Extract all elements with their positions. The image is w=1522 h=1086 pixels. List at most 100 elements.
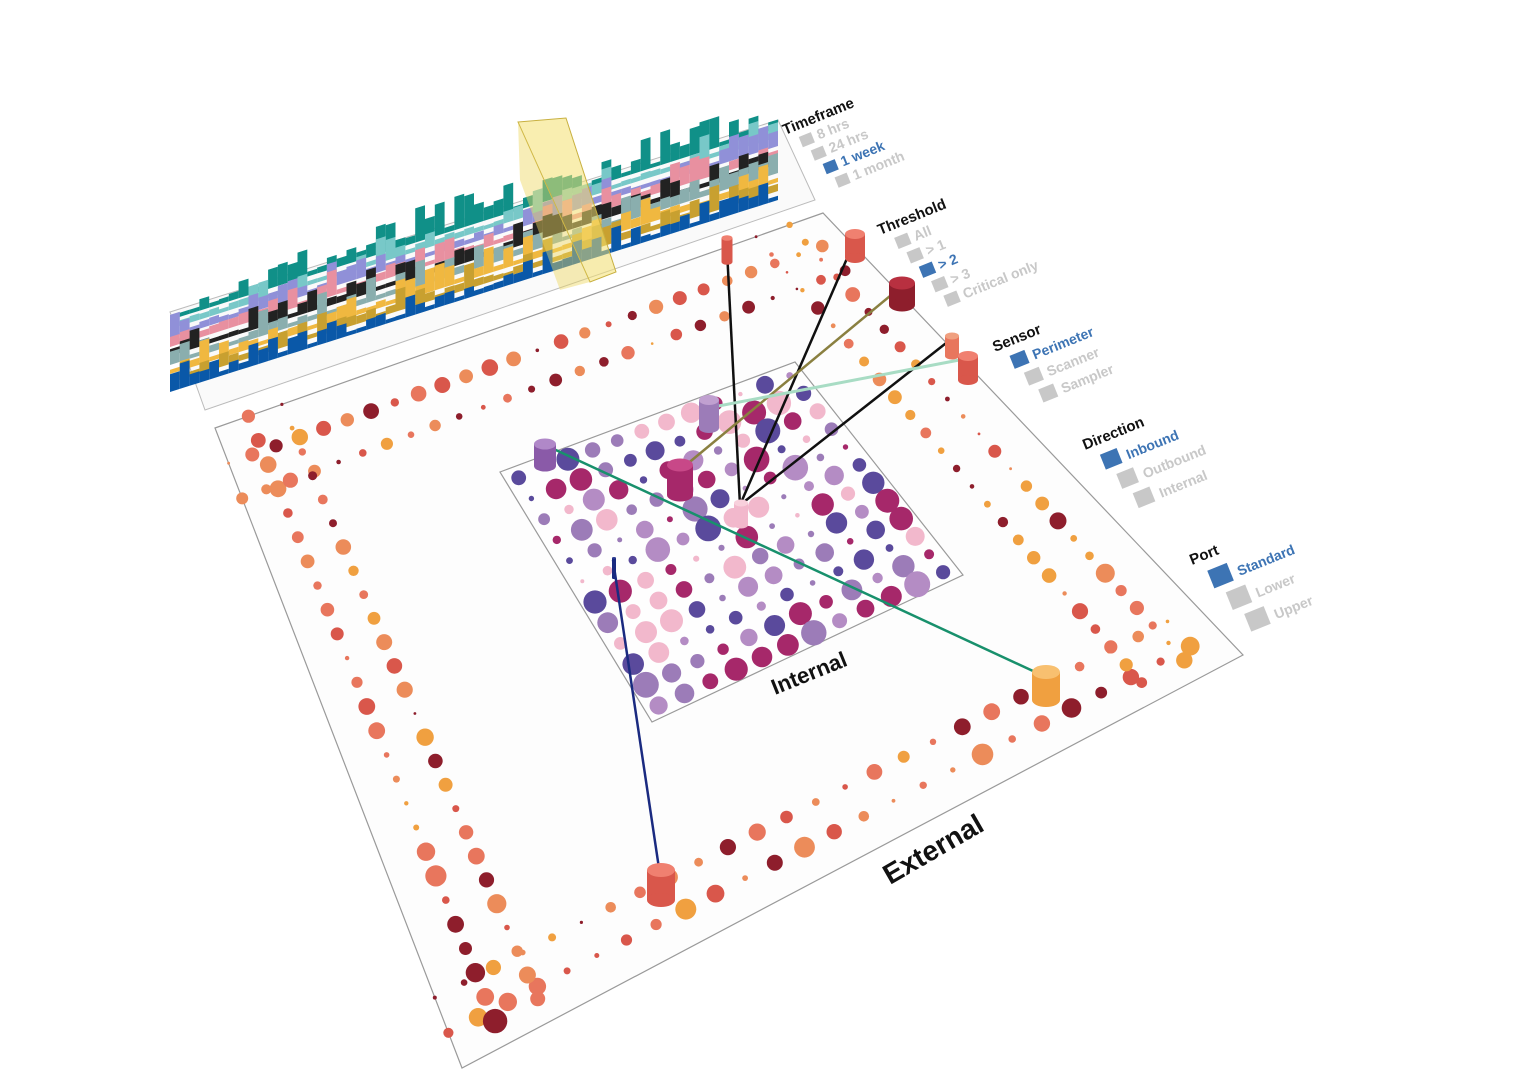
- external-node[interactable]: [390, 398, 399, 407]
- internal-node[interactable]: [783, 412, 802, 430]
- external-node[interactable]: [535, 348, 540, 353]
- external-node[interactable]: [1049, 512, 1067, 530]
- timeline-histogram[interactable]: [169, 115, 816, 411]
- external-node[interactable]: [1062, 591, 1067, 596]
- external-node[interactable]: [997, 516, 1009, 528]
- external-node[interactable]: [795, 287, 799, 291]
- external-node[interactable]: [368, 722, 386, 740]
- internal-node[interactable]: [738, 391, 743, 397]
- internal-node[interactable]: [738, 576, 759, 597]
- external-node[interactable]: [518, 966, 536, 984]
- external-node[interactable]: [811, 301, 825, 315]
- external-node[interactable]: [620, 934, 633, 946]
- internal-node[interactable]: [569, 468, 593, 491]
- external-node[interactable]: [380, 437, 393, 450]
- external-node[interactable]: [447, 915, 464, 933]
- external-node[interactable]: [969, 484, 975, 489]
- external-node[interactable]: [487, 894, 507, 914]
- internal-node[interactable]: [675, 581, 693, 598]
- internal-node[interactable]: [645, 537, 671, 562]
- external-node[interactable]: [291, 531, 304, 544]
- internal-node[interactable]: [636, 520, 654, 539]
- external-node[interactable]: [432, 995, 437, 1000]
- external-node[interactable]: [313, 581, 322, 590]
- alert-cylinder[interactable]: [734, 499, 748, 529]
- internal-node[interactable]: [777, 445, 786, 454]
- internal-node[interactable]: [626, 504, 637, 515]
- internal-node[interactable]: [840, 486, 856, 501]
- external-node[interactable]: [694, 857, 703, 867]
- internal-node[interactable]: [584, 442, 601, 458]
- external-node[interactable]: [945, 396, 950, 402]
- external-node[interactable]: [1074, 661, 1085, 672]
- external-node[interactable]: [1095, 686, 1108, 699]
- external-node[interactable]: [879, 324, 889, 334]
- external-node[interactable]: [1085, 551, 1094, 561]
- alert-cylinder[interactable]: [647, 863, 675, 907]
- external-node[interactable]: [241, 409, 255, 423]
- external-node[interactable]: [425, 865, 447, 887]
- internal-node[interactable]: [816, 453, 825, 462]
- external-node[interactable]: [627, 310, 637, 321]
- external-node[interactable]: [455, 413, 463, 420]
- external-node[interactable]: [528, 977, 547, 996]
- internal-node[interactable]: [635, 621, 657, 644]
- internal-node[interactable]: [608, 579, 632, 603]
- internal-node[interactable]: [648, 642, 670, 663]
- internal-node[interactable]: [764, 615, 786, 636]
- external-node[interactable]: [330, 627, 344, 641]
- internal-node[interactable]: [597, 612, 619, 634]
- external-node[interactable]: [503, 393, 512, 403]
- internal-node[interactable]: [596, 509, 618, 531]
- external-node[interactable]: [428, 753, 443, 769]
- external-node[interactable]: [383, 752, 390, 758]
- external-node[interactable]: [467, 847, 485, 865]
- external-node[interactable]: [392, 775, 400, 783]
- external-node[interactable]: [742, 300, 755, 314]
- external-node[interactable]: [261, 484, 272, 495]
- external-node[interactable]: [351, 676, 363, 688]
- external-node[interactable]: [478, 872, 495, 888]
- internal-node[interactable]: [880, 585, 902, 607]
- internal-node[interactable]: [801, 620, 827, 646]
- external-node[interactable]: [1009, 467, 1012, 471]
- external-node[interactable]: [291, 428, 308, 446]
- external-node[interactable]: [410, 385, 427, 402]
- internal-node[interactable]: [728, 610, 743, 625]
- external-node[interactable]: [407, 431, 415, 439]
- internal-node[interactable]: [580, 579, 585, 584]
- external-node[interactable]: [289, 425, 295, 431]
- external-node[interactable]: [634, 886, 646, 899]
- alert-cylinder[interactable]: [699, 395, 719, 433]
- external-node[interactable]: [308, 471, 318, 481]
- external-node[interactable]: [468, 1008, 488, 1027]
- external-node[interactable]: [344, 655, 350, 661]
- external-node[interactable]: [376, 634, 393, 651]
- external-node[interactable]: [1071, 603, 1089, 620]
- internal-node[interactable]: [665, 564, 677, 575]
- external-node[interactable]: [416, 728, 434, 746]
- external-node[interactable]: [1008, 735, 1016, 743]
- external-node[interactable]: [1180, 636, 1200, 656]
- external-node[interactable]: [605, 321, 612, 328]
- internal-node[interactable]: [695, 515, 722, 542]
- external-node[interactable]: [675, 898, 697, 920]
- external-node[interactable]: [530, 991, 546, 1007]
- internal-node[interactable]: [693, 555, 700, 562]
- internal-node[interactable]: [582, 488, 605, 511]
- internal-node[interactable]: [889, 506, 913, 531]
- external-node[interactable]: [442, 896, 450, 904]
- external-node[interactable]: [650, 918, 662, 931]
- external-node[interactable]: [754, 235, 758, 239]
- external-node[interactable]: [506, 351, 521, 367]
- internal-node[interactable]: [674, 435, 686, 447]
- internal-node[interactable]: [528, 495, 535, 502]
- external-node[interactable]: [785, 271, 789, 274]
- external-node[interactable]: [800, 288, 805, 293]
- threshold-option-gt3[interactable]: > 3: [930, 265, 973, 294]
- external-node[interactable]: [897, 750, 910, 763]
- internal-node[interactable]: [842, 444, 849, 450]
- external-node[interactable]: [650, 342, 654, 345]
- external-node[interactable]: [386, 658, 403, 674]
- internal-node[interactable]: [905, 526, 925, 546]
